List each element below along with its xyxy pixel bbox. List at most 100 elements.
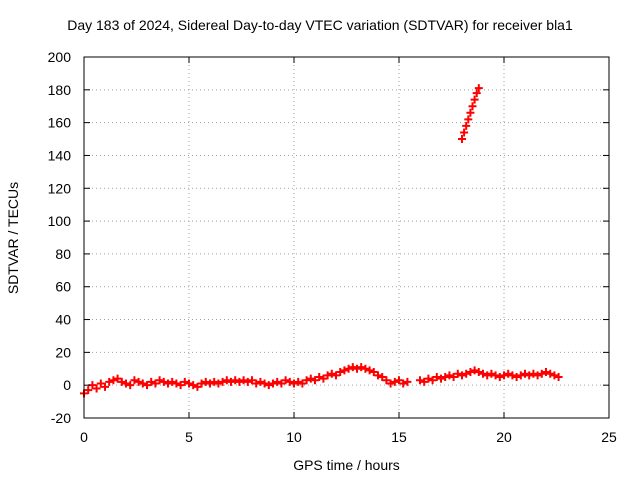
y-tick-label: 140: [48, 147, 72, 163]
data-point: [399, 379, 408, 388]
chart-title: Day 183 of 2024, Sidereal Day-to-day VTE…: [67, 17, 573, 33]
data-point: [172, 379, 181, 388]
data-point: [206, 379, 214, 388]
data-point: [101, 382, 109, 391]
data-point: [374, 371, 382, 380]
data-point: [365, 366, 374, 375]
data-point: [92, 384, 101, 393]
data-point: [453, 369, 462, 378]
data-point: [529, 369, 538, 378]
data-point: [466, 108, 475, 117]
data-point: [487, 369, 496, 378]
data-point: [168, 377, 177, 386]
y-tick-label: 180: [48, 82, 72, 98]
data-point: [231, 376, 240, 385]
data-point: [470, 95, 479, 104]
data-point: [462, 369, 471, 378]
data-point: [462, 121, 471, 130]
data-point: [554, 372, 563, 381]
data-point: [311, 376, 319, 385]
data-point: [479, 369, 487, 378]
data-point: [214, 379, 223, 388]
data-point: [386, 379, 395, 388]
data-point: [218, 377, 227, 386]
data-point: [319, 374, 328, 383]
data-point: [382, 376, 391, 385]
data-point: [395, 376, 403, 385]
x-tick-label: 0: [80, 429, 88, 445]
data-point: [516, 371, 525, 380]
data-point: [403, 377, 412, 386]
data-point: [239, 376, 248, 385]
data-point: [340, 366, 349, 375]
data-point: [474, 84, 483, 93]
data-point: [344, 364, 353, 373]
data-point: [390, 377, 399, 386]
data-point: [185, 379, 193, 388]
data-point: [180, 377, 189, 386]
data-point: [537, 369, 546, 378]
data-point: [420, 377, 429, 386]
data-point: [460, 128, 469, 137]
grid: [84, 57, 609, 418]
x-tick-label: 20: [496, 429, 512, 445]
data-point: [336, 368, 345, 377]
y-tick-label: 100: [48, 213, 72, 229]
y-tick-label: 0: [63, 377, 71, 393]
data-point: [323, 371, 332, 380]
data-point: [428, 376, 437, 385]
data-point: [105, 377, 114, 386]
data-point: [546, 369, 555, 378]
data-point: [512, 372, 521, 381]
data-point: [252, 379, 261, 388]
data-point: [143, 381, 151, 390]
axis-ticks: 0 5 10 15 20 25 -20 0 20 40 60 80 100 120 140 160 180 200: [48, 49, 617, 445]
data-point: [264, 381, 273, 390]
x-tick-label: 5: [185, 429, 193, 445]
data-point: [361, 364, 370, 373]
data-point: [521, 369, 529, 378]
y-tick-label: 60: [55, 279, 71, 295]
data-point: [147, 377, 156, 386]
data-point: [357, 363, 366, 372]
y-tick-label: 200: [48, 49, 72, 65]
data-point: [550, 371, 559, 380]
data-point: [130, 376, 139, 385]
data-point: [134, 377, 143, 386]
data-point: [122, 379, 130, 388]
data-point: [222, 376, 231, 385]
data-point: [327, 369, 336, 378]
data-point: [468, 102, 477, 111]
data-point: [273, 377, 282, 386]
data-point: [117, 377, 126, 386]
y-tick-label: 40: [55, 312, 71, 328]
data-point: [155, 376, 164, 385]
data-point: [449, 372, 458, 381]
data-point: [235, 377, 244, 386]
data-point: [176, 381, 185, 390]
data-point: [504, 369, 513, 378]
data-point: [126, 381, 135, 390]
data-point: [491, 371, 500, 380]
data-point: [508, 371, 517, 380]
data-point: [353, 364, 361, 373]
data-point: [84, 386, 93, 395]
data-point: [306, 374, 315, 383]
data-point: [109, 376, 118, 385]
y-tick-label: 80: [55, 246, 71, 262]
data-point: [369, 368, 378, 377]
x-tick-label: 25: [601, 429, 617, 445]
data-point: [466, 368, 475, 377]
y-tick-label: 160: [48, 115, 72, 131]
x-tick-label: 15: [391, 429, 407, 445]
y-axis-label: SDTVAR / TECUs: [5, 181, 21, 295]
data-point: [151, 379, 160, 388]
data-point: [201, 377, 210, 386]
data-point: [189, 381, 198, 390]
data-point: [542, 368, 550, 377]
data-point: [269, 379, 277, 388]
data-point: [416, 376, 424, 385]
data-point: [248, 376, 256, 385]
data-point: [243, 377, 252, 386]
